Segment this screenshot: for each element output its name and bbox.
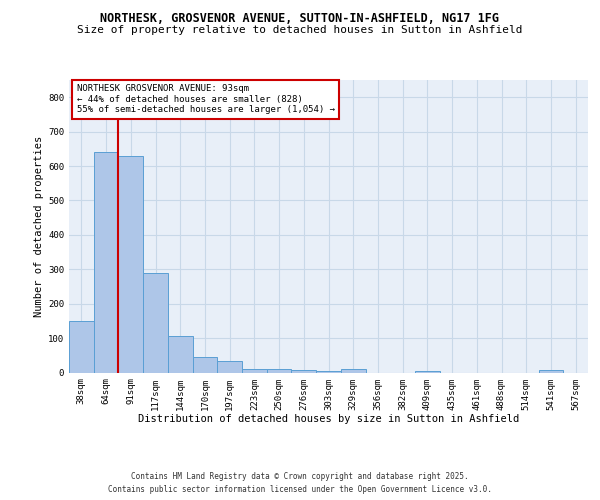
Bar (94, 152, 118, 372)
Bar (217, 362, 242, 372)
Bar (118, 156, 143, 372)
Bar (415, 371, 440, 372)
Bar (193, 357, 217, 372)
Text: NORTHESK, GROSVENOR AVENUE, SUTTON-IN-ASHFIELD, NG17 1FG: NORTHESK, GROSVENOR AVENUE, SUTTON-IN-AS… (101, 12, 499, 26)
Y-axis label: Number of detached properties: Number of detached properties (34, 136, 44, 317)
Bar (316, 371, 341, 372)
Bar (69, 321, 94, 372)
Text: Size of property relative to detached houses in Sutton in Ashfield: Size of property relative to detached ho… (77, 25, 523, 35)
Bar (143, 272, 168, 372)
Bar (341, 369, 365, 372)
Text: Contains HM Land Registry data © Crown copyright and database right 2025.
Contai: Contains HM Land Registry data © Crown c… (108, 472, 492, 494)
Bar (267, 369, 292, 372)
Text: NORTHESK GROSVENOR AVENUE: 93sqm
← 44% of detached houses are smaller (828)
55% : NORTHESK GROSVENOR AVENUE: 93sqm ← 44% o… (77, 84, 335, 114)
Bar (539, 370, 563, 372)
X-axis label: Distribution of detached houses by size in Sutton in Ashfield: Distribution of detached houses by size … (138, 414, 519, 424)
Bar (292, 370, 316, 372)
Bar (168, 336, 193, 372)
Bar (242, 369, 267, 372)
